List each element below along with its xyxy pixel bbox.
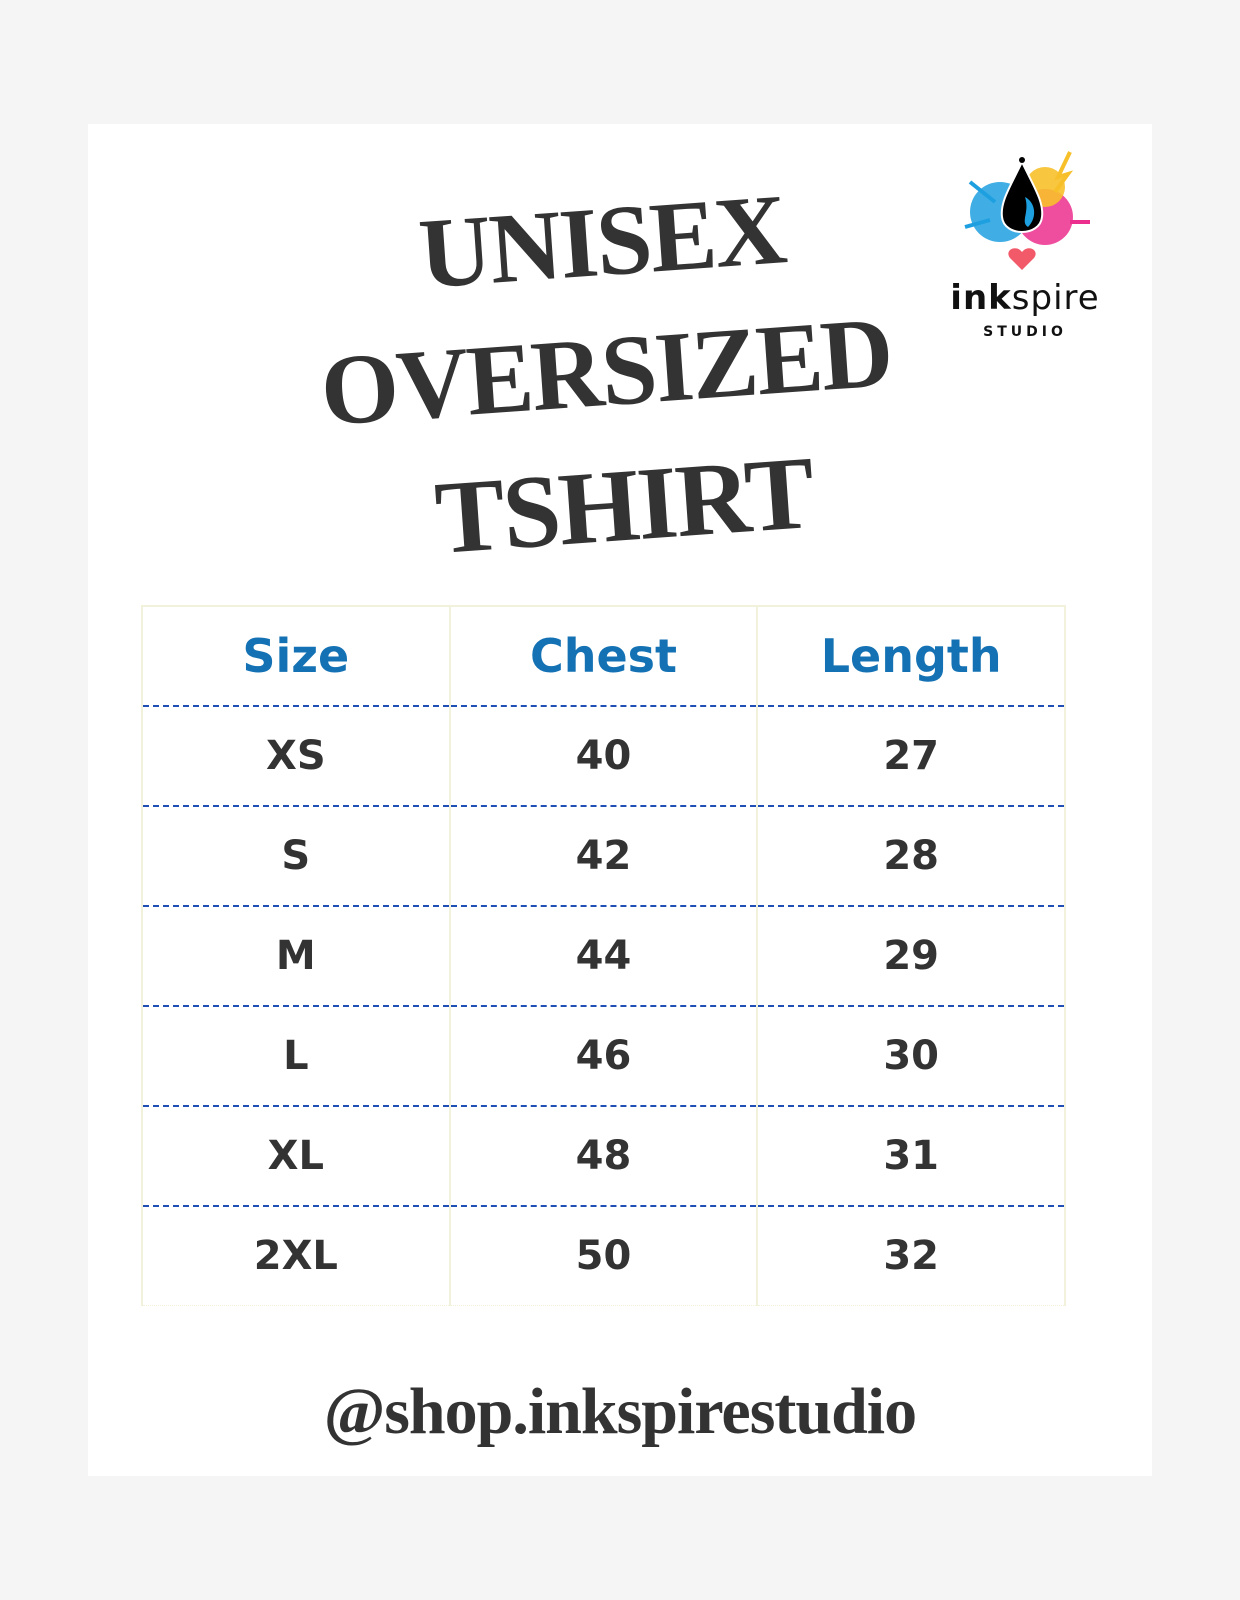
cell-size: XS: [141, 706, 451, 807]
cell-chest: 40: [448, 706, 759, 807]
cell-chest: 48: [448, 1106, 759, 1207]
header-chest: Chest: [448, 605, 759, 707]
cell-chest: 42: [448, 806, 759, 907]
cell-length: 28: [756, 806, 1066, 907]
brand-logo: inkspire STUDIO: [940, 142, 1110, 342]
size-chart-card: UNISEX OVERSIZED TSHIRT inkspire STUDIO …: [88, 124, 1152, 1476]
logo-wordmark: inkspire: [950, 278, 1100, 318]
table-row: S 42 28: [141, 806, 1066, 907]
cell-length: 27: [756, 706, 1066, 807]
cell-size: M: [141, 906, 451, 1007]
logo-subtitle: STUDIO: [983, 324, 1067, 340]
table-header-row: Size Chest Length: [141, 605, 1066, 707]
table-row: 2XL 50 32: [141, 1206, 1066, 1306]
table-row: M 44 29: [141, 906, 1066, 1007]
cell-length: 31: [756, 1106, 1066, 1207]
header-size: Size: [141, 605, 451, 707]
cell-chest: 44: [448, 906, 759, 1007]
cell-chest: 50: [448, 1206, 759, 1306]
table-row: XS 40 27: [141, 706, 1066, 807]
cell-size: 2XL: [141, 1206, 451, 1306]
cell-size: L: [141, 1006, 451, 1107]
cell-length: 32: [756, 1206, 1066, 1306]
cell-size: S: [141, 806, 451, 907]
size-table: Size Chest Length XS 40 27 S 42 28 M 44 29 L 46…: [141, 605, 1066, 1306]
cell-size: XL: [141, 1106, 451, 1207]
cell-length: 30: [756, 1006, 1066, 1107]
table-row: L 46 30: [141, 1006, 1066, 1107]
shop-handle: @shop.inkspirestudio: [323, 1375, 917, 1448]
header-length: Length: [756, 605, 1066, 707]
table-row: XL 48 31: [141, 1106, 1066, 1207]
ink-splash-icon: [964, 151, 1090, 270]
cell-length: 29: [756, 906, 1066, 1007]
cell-chest: 46: [448, 1006, 759, 1107]
